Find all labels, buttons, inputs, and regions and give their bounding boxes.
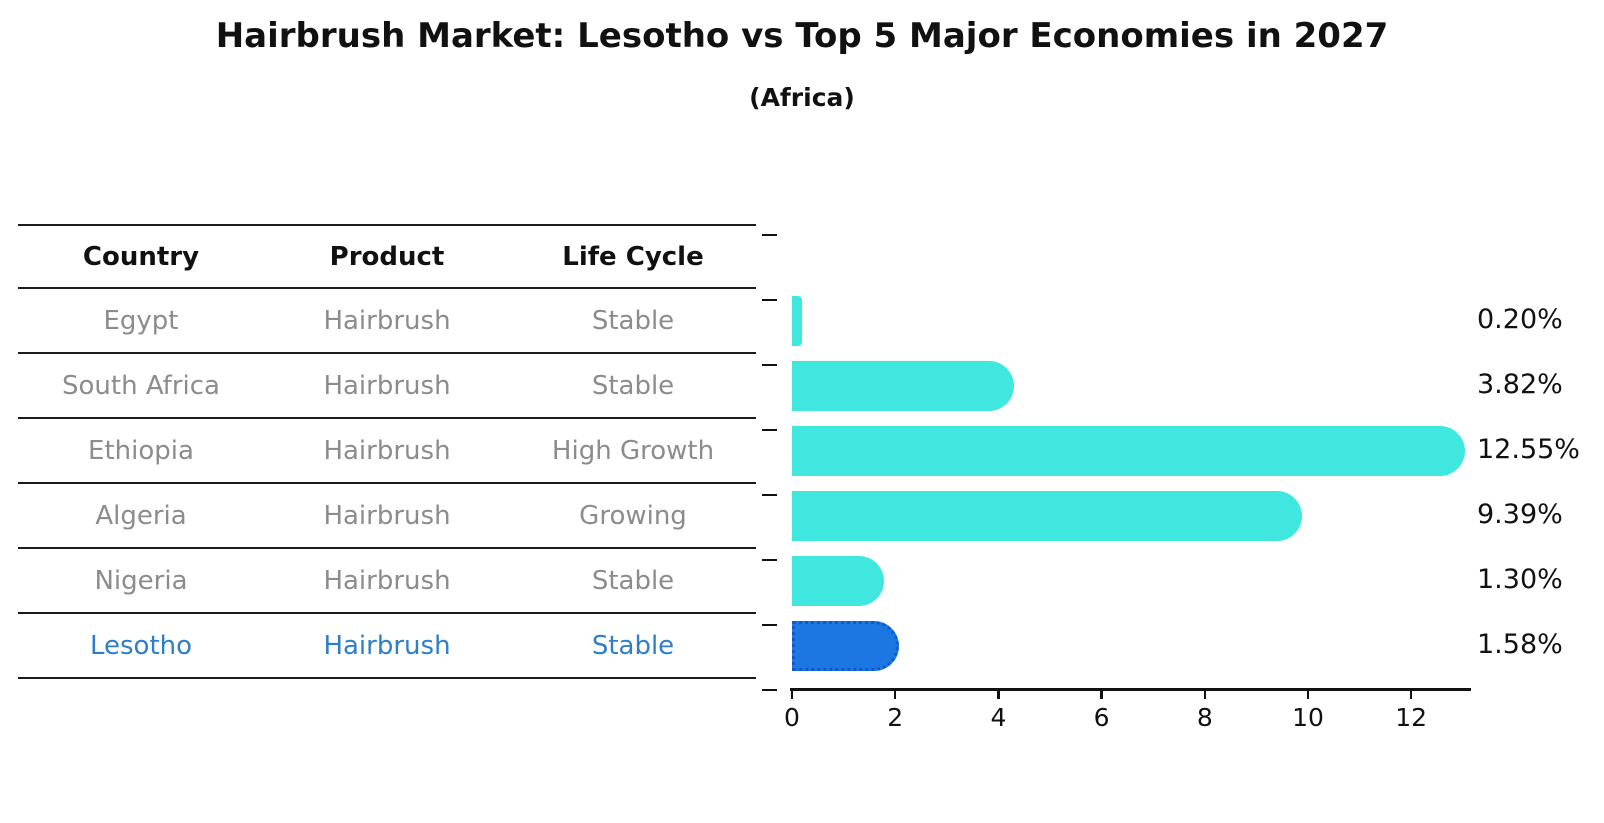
bar-value-label: 1.30% (1477, 564, 1563, 595)
bar-value-label: 0.20% (1477, 304, 1563, 335)
bar (792, 556, 885, 606)
life-cycle-cell: Stable (591, 630, 675, 661)
bar-highlighted (792, 621, 899, 671)
y-axis-tick (762, 364, 777, 367)
country-cell: Algeria (95, 500, 187, 531)
x-axis-tick (1100, 691, 1103, 699)
table-row: Nigeria Hairbrush Stable (18, 549, 756, 614)
country-table: Country Product Life Cycle Egypt Hairbrush S… (18, 224, 756, 679)
product-cell: Hairbrush (323, 305, 451, 336)
table-row: Lesotho Hairbrush Stable (18, 614, 756, 679)
bar (792, 491, 1302, 541)
x-axis-line (790, 688, 1471, 691)
x-axis-tick-label: 8 (1196, 703, 1213, 732)
table-row: South Africa Hairbrush Stable (18, 354, 756, 419)
table-row: Egypt Hairbrush Stable (18, 289, 756, 354)
product-cell: Hairbrush (323, 500, 451, 531)
product-cell: Hairbrush (323, 370, 451, 401)
y-axis-tick (762, 429, 777, 432)
x-axis-tick (1410, 691, 1413, 699)
life-cycle-cell: Stable (591, 565, 675, 596)
y-axis-tick (762, 689, 777, 692)
chart-title: Hairbrush Market: Lesotho vs Top 5 Major… (215, 16, 1389, 56)
x-axis-tick (997, 691, 1000, 699)
table-row: Algeria Hairbrush Growing (18, 484, 756, 549)
table-header-row: Country Product Life Cycle (18, 226, 756, 289)
column-header: Life Cycle (562, 241, 704, 272)
x-axis-tick (1306, 691, 1310, 699)
product-cell: Hairbrush (323, 565, 451, 596)
bar-value-label: 12.55% (1477, 434, 1580, 465)
x-axis-tick-label: 0 (784, 703, 800, 732)
column-header: Product (329, 241, 445, 272)
y-axis-tick (762, 494, 777, 497)
bar-value-label: 1.58% (1477, 629, 1563, 660)
country-cell: Egypt (103, 305, 179, 336)
y-axis-tick (762, 559, 777, 562)
y-axis-tick (762, 299, 777, 302)
bar (792, 296, 803, 346)
product-cell: Hairbrush (323, 435, 451, 466)
bar-value-label: 9.39% (1477, 499, 1563, 530)
y-axis-tick (762, 624, 777, 627)
x-axis-tick-label: 2 (887, 703, 904, 732)
column-header: Country (82, 241, 200, 272)
x-axis-tick (894, 691, 897, 699)
bar (792, 361, 1015, 411)
x-axis-tick-label: 4 (990, 703, 1007, 732)
x-axis-tick-label: 12 (1395, 703, 1428, 732)
chart-subtitle: (Africa) (749, 83, 855, 112)
product-cell: Hairbrush (323, 630, 451, 661)
x-axis-tick-label: 10 (1292, 703, 1324, 732)
y-axis-tick (762, 234, 777, 237)
bar-value-label: 3.82% (1477, 369, 1563, 400)
country-cell: Lesotho (89, 630, 193, 661)
life-cycle-cell: Stable (591, 370, 675, 401)
table-body: Egypt Hairbrush Stable South Africa Hairbrus… (18, 289, 756, 679)
country-cell: Ethiopia (88, 435, 194, 466)
country-cell: South Africa (62, 370, 220, 401)
table-row: Ethiopia Hairbrush High Growth (18, 419, 756, 484)
x-axis-tick (790, 691, 794, 699)
x-axis-tick (1203, 691, 1206, 699)
life-cycle-cell: Stable (591, 305, 675, 336)
x-axis-tick-label: 6 (1093, 703, 1110, 732)
life-cycle-cell: High Growth (551, 435, 715, 466)
life-cycle-cell: Growing (579, 500, 687, 531)
bar (792, 426, 1465, 476)
country-cell: Nigeria (94, 565, 188, 596)
